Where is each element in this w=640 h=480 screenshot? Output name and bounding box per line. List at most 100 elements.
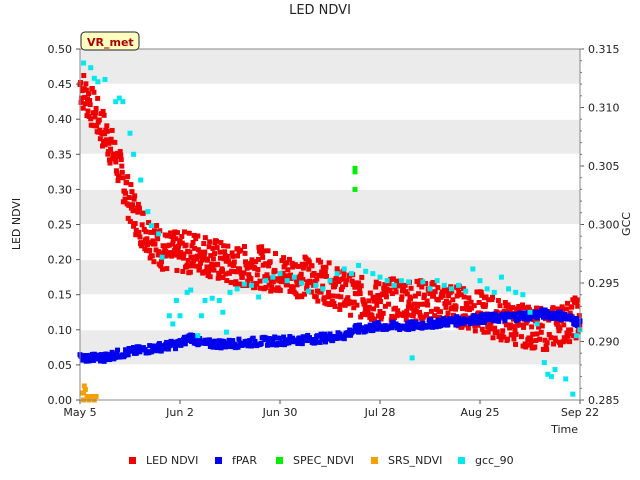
led-ndvi-point [199,249,205,255]
led-ndvi-point [532,344,538,350]
gcc-90-point [377,274,383,280]
led-ndvi-point [281,255,287,261]
led-ndvi-point [259,244,265,250]
led-ndvi-point [334,266,340,272]
led-ndvi-point [338,287,344,293]
led-ndvi-point [494,329,500,335]
led-ndvi-point [193,263,199,269]
led-ndvi-point [238,247,244,253]
fpar-point [570,316,576,322]
gcc-90-point [227,289,233,295]
led-ndvi-point [413,309,419,315]
led-ndvi-point [371,306,377,312]
y-tick-label-right: 0.295 [588,277,620,290]
fpar-point [443,318,449,324]
led-ndvi-point [546,331,552,337]
fpar-point [241,341,247,347]
gcc-90-point [348,271,354,277]
gcc-90-point [470,266,476,272]
led-ndvi-point [550,305,556,311]
led-ndvi-point [270,287,276,293]
led-ndvi-point [311,270,317,276]
led-ndvi-point [348,312,354,318]
led-ndvi-point [382,282,388,288]
led-ndvi-point [563,338,569,344]
gcc-90-point [116,95,122,101]
led-ndvi-point [155,252,161,258]
led-ndvi-point [195,247,201,253]
fpar-point [440,318,445,324]
led-ndvi-point [485,329,491,335]
led-ndvi-point [225,258,231,264]
led-ndvi-point [511,336,517,342]
gcc-90-point [448,286,454,292]
fpar-point [356,329,362,335]
y-tick-label-left: 0.20 [48,254,73,267]
led-ndvi-point [395,308,401,314]
led-ndvi-point [101,138,107,144]
led-ndvi-point [164,266,170,272]
y-tick-label-left: 0.25 [48,219,73,232]
fpar-point [477,320,483,326]
led-ndvi-point [237,281,243,287]
led-ndvi-point [304,282,310,288]
fpar-point [149,348,155,354]
led-ndvi-point [425,302,431,308]
led-ndvi-point [446,300,452,306]
gcc-90-point [527,309,533,315]
fpar-point [323,339,329,345]
led-ndvi-point [202,235,208,241]
led-ndvi-point [132,193,138,199]
led-ndvi-point [228,261,234,267]
led-ndvi-point [237,266,243,272]
led-ndvi-point [109,139,115,145]
led-ndvi-point [254,272,260,278]
led-ndvi-point [556,339,562,345]
gcc-90-point [170,321,176,327]
fpar-point [472,313,478,319]
fpar-point [500,311,506,317]
led-ndvi-point [498,337,504,343]
gcc-90-point [113,99,119,105]
led-ndvi-point [153,230,159,236]
led-ndvi-point [353,291,359,297]
led-ndvi-point [126,194,132,200]
background-bands [80,49,580,365]
fpar-point [299,341,305,347]
led-ndvi-point [431,292,437,298]
led-ndvi-point [128,182,134,188]
fpar-point [162,346,168,352]
led-ndvi-point [266,263,272,269]
led-ndvi-point [486,297,492,303]
led-ndvi-point [92,114,98,120]
led-ndvi-point [387,288,393,294]
gcc-90-point [148,223,154,229]
led-ndvi-point [472,323,478,329]
fpar-point [217,341,223,347]
led-ndvi-point [383,294,389,300]
led-ndvi-point [293,291,299,297]
gcc-90-point [552,367,558,373]
x-tick-label: Aug 25 [461,406,500,419]
x-tick-label: Jun 30 [262,406,298,419]
led-ndvi-point [323,264,329,270]
led-ndvi-point [541,347,547,353]
led-ndvi-point [308,289,314,295]
fpar-point [428,316,434,322]
led-ndvi-point [443,298,449,304]
fpar-point [155,347,161,353]
y-tick-label-right: 0.300 [588,219,620,232]
led-ndvi-point [86,91,92,97]
led-ndvi-point [199,257,205,263]
led-ndvi-point [118,152,124,158]
led-ndvi-point [403,317,409,323]
led-ndvi-point [269,284,275,290]
led-ndvi-point [338,294,344,300]
fpar-point [173,346,179,352]
led-ndvi-point [127,202,133,208]
led-ndvi-point [445,287,450,293]
fpar-point [168,338,174,344]
fpar-point [258,340,264,346]
led-ndvi-point [471,303,477,309]
led-ndvi-point [143,247,149,253]
